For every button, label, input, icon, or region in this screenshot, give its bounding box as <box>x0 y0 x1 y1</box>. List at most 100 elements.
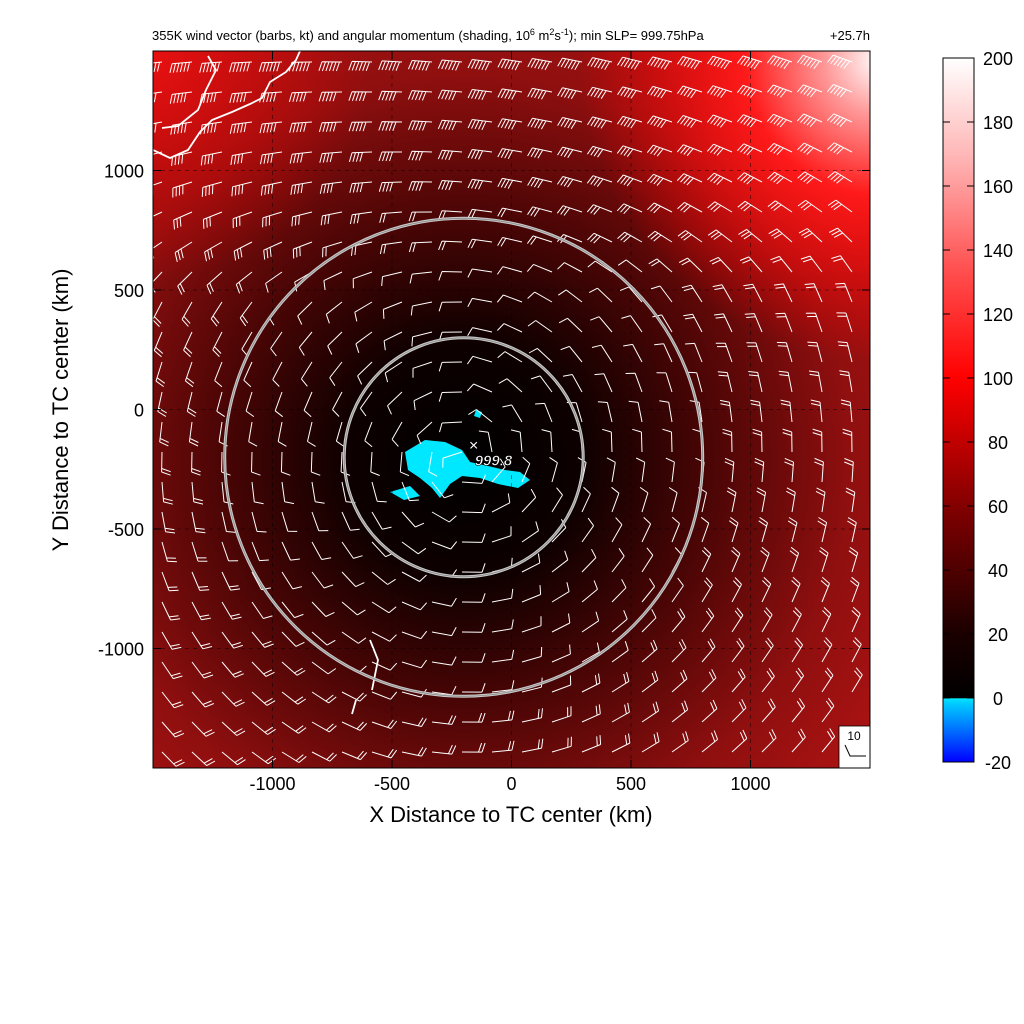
wind-barb <box>491 588 514 603</box>
wind-barb <box>230 151 253 165</box>
wind-barb <box>281 631 305 647</box>
wind-barb <box>521 456 531 483</box>
wind-barb <box>438 240 463 251</box>
wind-barb <box>161 481 173 505</box>
wind-barb <box>551 550 569 573</box>
wind-barb <box>754 457 765 483</box>
wind-barb <box>379 211 403 223</box>
wind-barb <box>497 351 523 363</box>
wind-barb <box>837 341 853 363</box>
wind-barb <box>581 704 601 723</box>
wind-barb <box>731 546 741 573</box>
wind-barb <box>177 271 193 295</box>
colorbar-tick-label: 100 <box>983 369 1013 389</box>
wind-barb <box>478 430 493 453</box>
wind-barb <box>737 172 763 185</box>
wind-barb <box>736 55 763 70</box>
wind-barb <box>760 546 770 573</box>
wind-barb <box>551 613 571 633</box>
wind-barb <box>557 117 583 130</box>
wind-barb <box>401 511 425 528</box>
wind-barb <box>521 488 537 513</box>
wind-barb <box>647 56 673 70</box>
wind-barb <box>715 342 733 363</box>
colorbar-tick-label: 120 <box>983 305 1013 325</box>
wind-barb <box>588 287 613 303</box>
wind-barb <box>413 391 433 411</box>
wind-barb <box>646 85 673 99</box>
chart-title: 355K wind vector (barbs, kt) and angular… <box>152 27 704 43</box>
wind-barb <box>656 372 673 393</box>
wind-barb <box>521 646 543 663</box>
wind-barb <box>611 486 620 513</box>
wind-barb <box>761 668 775 693</box>
wind-barb <box>766 55 793 70</box>
wind-barb <box>437 149 463 161</box>
wind-barb <box>341 631 367 644</box>
wind-barb <box>851 606 861 633</box>
wind-barb <box>617 259 643 273</box>
wind-barb <box>797 142 823 155</box>
wind-barb <box>497 58 523 71</box>
wind-barb <box>161 751 185 767</box>
wind-barb <box>611 733 631 753</box>
wind-barb <box>842 428 853 453</box>
wind-barb <box>431 597 457 607</box>
wind-barb <box>307 421 316 447</box>
wind-barb <box>467 297 493 307</box>
wind-barb <box>804 283 823 303</box>
wind-barb <box>761 637 774 663</box>
wind-barb <box>461 503 486 514</box>
wind-barb <box>497 88 523 100</box>
wind-barb <box>259 121 283 134</box>
colorbar-tick-label: 160 <box>983 177 1013 197</box>
wind-barb <box>812 428 823 453</box>
wind-barb <box>348 121 373 132</box>
wind-barb <box>221 631 243 649</box>
wind-barb <box>378 90 403 101</box>
wind-barb <box>191 481 204 505</box>
wind-barb <box>300 361 313 387</box>
wind-barb <box>311 691 337 704</box>
wind-barb <box>635 457 646 483</box>
wind-barb <box>617 231 643 243</box>
wind-barb <box>270 331 283 357</box>
wind-barb <box>707 172 733 185</box>
wind-barb <box>491 710 515 723</box>
wind-barb <box>181 301 193 327</box>
wind-barb <box>461 623 486 633</box>
x-tick-label: 500 <box>616 774 646 794</box>
wind-barb <box>528 347 553 363</box>
wind-barb <box>349 211 373 225</box>
wind-barb <box>408 150 433 161</box>
wind-barb <box>258 61 283 72</box>
wind-barb <box>586 175 613 187</box>
wind-barb <box>467 149 493 160</box>
wind-barb <box>560 345 583 363</box>
wind-barb <box>355 331 373 353</box>
wind-barb <box>647 202 673 214</box>
wind-barb <box>611 579 627 603</box>
wind-barb <box>641 732 660 753</box>
wind-barb <box>526 235 553 245</box>
wind-barb <box>671 577 684 603</box>
wind-barb <box>161 721 185 738</box>
range-ring-inner-0 <box>343 337 584 578</box>
wind-barb <box>527 206 553 217</box>
wind-barb <box>510 429 523 453</box>
wind-barb <box>297 301 313 325</box>
wind-barb <box>758 516 768 543</box>
wind-barb <box>641 670 659 693</box>
wind-barb <box>709 256 733 273</box>
wind-barb <box>731 699 747 723</box>
wind-barb <box>791 637 804 663</box>
low-center-marker: × <box>469 437 478 454</box>
wind-barb <box>551 582 570 603</box>
wind-barb <box>233 241 253 261</box>
wind-barb <box>821 728 836 753</box>
wind-barb <box>521 585 542 603</box>
wind-barb <box>251 721 276 735</box>
x-tick-label: 1000 <box>730 774 770 794</box>
wind-barb <box>251 691 276 706</box>
wind-barb <box>311 571 334 589</box>
